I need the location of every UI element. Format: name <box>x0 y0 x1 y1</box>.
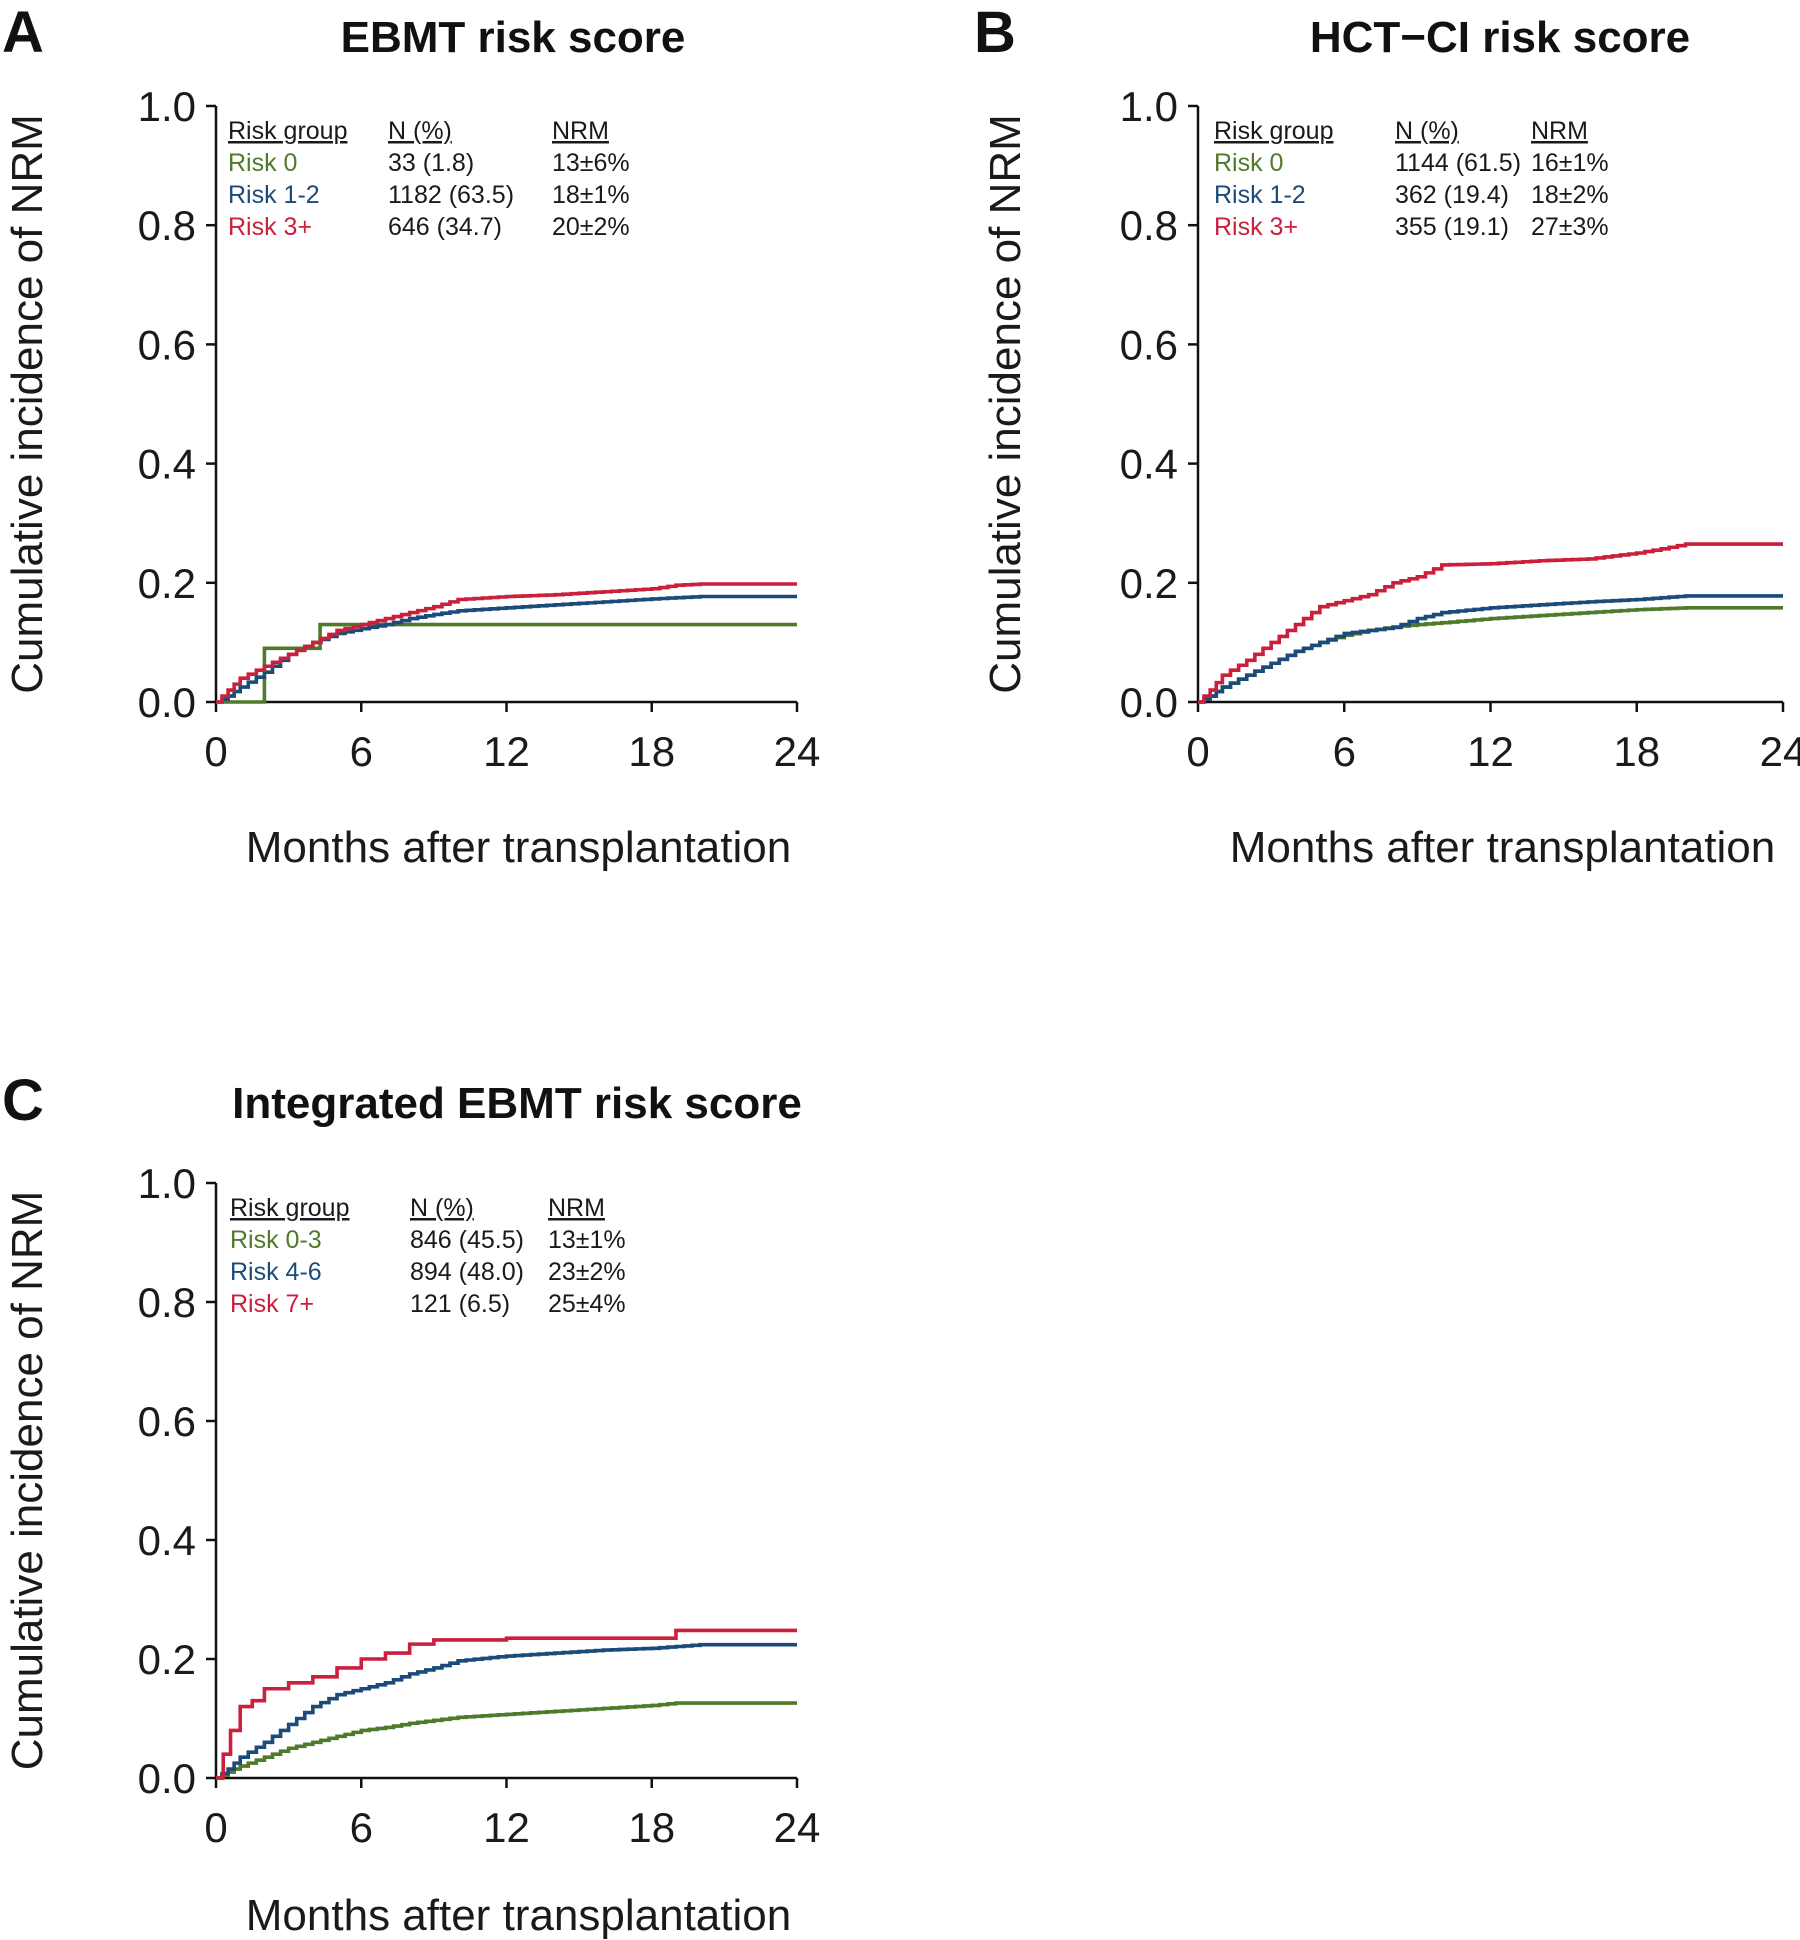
legend-header: Risk group <box>230 1194 350 1222</box>
series-line-risk-7- <box>216 1628 797 1780</box>
legend-header: NRM <box>552 117 609 145</box>
y-tick-label: 0.8 <box>138 1279 196 1326</box>
legend-group-label: Risk 3+ <box>228 213 312 241</box>
y-tick-label: 0.0 <box>138 679 196 726</box>
legend-nrm-value: 23±2% <box>548 1258 626 1286</box>
x-tick-label: 0 <box>204 728 227 775</box>
x-tick-label: 18 <box>1613 728 1660 775</box>
legend-nrm-value: 27±3% <box>1531 213 1609 241</box>
chart-panel-c: C Integrated EBMT risk score 0.0 0.2 0.4 0.6 0… <box>2 1068 820 1940</box>
y-tick-label: 0.4 <box>138 441 196 488</box>
legend-nrm-value: 20±2% <box>552 213 630 241</box>
legend-table: Risk group N (%) NRM Risk 0-3 846 (45.5) 13±1… <box>230 1194 626 1318</box>
x-tick-label: 24 <box>1760 728 1800 775</box>
y-tick-label: 0.8 <box>138 202 196 249</box>
series-line-risk-0 <box>216 622 797 704</box>
legend-n-value: 33 (1.8) <box>388 149 474 177</box>
legend-nrm-value: 13±6% <box>552 149 630 177</box>
legend-header: NRM <box>548 1194 605 1222</box>
chart-panel-a: A EBMT risk score 0.0 0.2 0.4 0.6 0.8 1.0 0 6 12 18… <box>2 0 820 872</box>
legend-n-value: 1182 (63.5) <box>388 181 514 209</box>
y-tick-label: 0.6 <box>1120 321 1178 368</box>
x-axis-label: Months after transplantation <box>246 1891 791 1940</box>
legend-group-label: Risk 1-2 <box>228 181 320 209</box>
x-tick-label: 24 <box>774 1804 821 1851</box>
panel-letter: A <box>2 0 44 65</box>
legend-nrm-value: 18±2% <box>1531 181 1609 209</box>
x-tick-label: 0 <box>204 1804 227 1851</box>
legend-group-label: Risk 0-3 <box>230 1226 322 1254</box>
x-tick-label: 24 <box>774 728 821 775</box>
series-line-risk-3- <box>1198 542 1783 704</box>
y-tick-label: 0.6 <box>138 1398 196 1445</box>
panel-letter: B <box>974 0 1016 65</box>
y-axis-label: Cumulative incidence of NRM <box>3 1191 52 1771</box>
legend-header: NRM <box>1531 117 1588 145</box>
legend-n-value: 646 (34.7) <box>388 213 502 241</box>
y-tick-label: 0.0 <box>138 1755 196 1802</box>
x-axis-label: Months after transplantation <box>246 823 791 872</box>
series-line-risk-0-3 <box>216 1701 797 1780</box>
y-tick-label: 0.2 <box>1120 560 1178 607</box>
legend-group-label: Risk 0 <box>1214 149 1283 177</box>
panel-letter: C <box>2 1068 44 1133</box>
legend-header: N (%) <box>388 117 452 145</box>
x-tick-label: 12 <box>1467 728 1514 775</box>
y-tick-label: 0.8 <box>1120 202 1178 249</box>
y-axis-label: Cumulative incidence of NRM <box>981 114 1030 694</box>
legend-table: Risk group N (%) NRM Risk 0 1144 (61.5) 16±1%… <box>1214 117 1609 241</box>
y-tick-label: 1.0 <box>1120 83 1178 130</box>
y-tick-label: 0.0 <box>1120 679 1178 726</box>
legend-n-value: 121 (6.5) <box>410 1290 510 1318</box>
legend-n-value: 894 (48.0) <box>410 1258 524 1286</box>
y-tick-label: 0.6 <box>138 321 196 368</box>
legend-n-value: 355 (19.1) <box>1395 213 1509 241</box>
legend-group-label: Risk 3+ <box>1214 213 1298 241</box>
legend-n-value: 846 (45.5) <box>410 1226 524 1254</box>
series-line-risk-4-6 <box>216 1642 797 1780</box>
legend-group-label: Risk 0 <box>228 149 297 177</box>
y-tick-label: 0.4 <box>138 1517 196 1564</box>
legend-header: N (%) <box>410 1194 474 1222</box>
y-tick-label: 0.2 <box>138 560 196 607</box>
x-tick-label: 0 <box>1186 728 1209 775</box>
legend-n-value: 1144 (61.5) <box>1395 149 1521 177</box>
chart-title: EBMT risk score <box>341 13 686 62</box>
legend-nrm-value: 13±1% <box>548 1226 626 1254</box>
y-tick-label: 0.2 <box>138 1636 196 1683</box>
series-line-risk-1-2 <box>1198 594 1783 704</box>
x-tick-label: 18 <box>628 728 675 775</box>
legend-nrm-value: 25±4% <box>548 1290 626 1318</box>
x-axis-label: Months after transplantation <box>1230 823 1775 872</box>
y-tick-label: 1.0 <box>138 1160 196 1207</box>
y-tick-label: 1.0 <box>138 83 196 130</box>
legend-n-value: 362 (19.4) <box>1395 181 1509 209</box>
chart-title: Integrated EBMT risk score <box>232 1079 802 1128</box>
chart-title: HCT−CI risk score <box>1310 13 1690 62</box>
legend-header: N (%) <box>1395 117 1459 145</box>
series-line-risk-3- <box>216 582 797 704</box>
x-tick-label: 18 <box>628 1804 675 1851</box>
x-tick-label: 6 <box>350 1804 373 1851</box>
x-tick-label: 6 <box>350 728 373 775</box>
legend-nrm-value: 16±1% <box>1531 149 1609 177</box>
legend-group-label: Risk 7+ <box>230 1290 314 1318</box>
x-tick-label: 12 <box>483 1804 530 1851</box>
legend-group-label: Risk 1-2 <box>1214 181 1306 209</box>
legend-header: Risk group <box>228 117 348 145</box>
x-tick-label: 6 <box>1333 728 1356 775</box>
legend-nrm-value: 18±1% <box>552 181 630 209</box>
x-tick-label: 12 <box>483 728 530 775</box>
y-axis-label: Cumulative incidence of NRM <box>3 114 52 694</box>
legend-table: Risk group N (%) NRM Risk 0 33 (1.8) 13±6% Ris… <box>228 117 630 241</box>
y-tick-label: 0.4 <box>1120 441 1178 488</box>
legend-group-label: Risk 4-6 <box>230 1258 322 1286</box>
legend-header: Risk group <box>1214 117 1334 145</box>
chart-panel-b: B HCT−CI risk score 0.0 0.2 0.4 0.6 0.8 1.0 0 6 12… <box>974 0 1800 872</box>
